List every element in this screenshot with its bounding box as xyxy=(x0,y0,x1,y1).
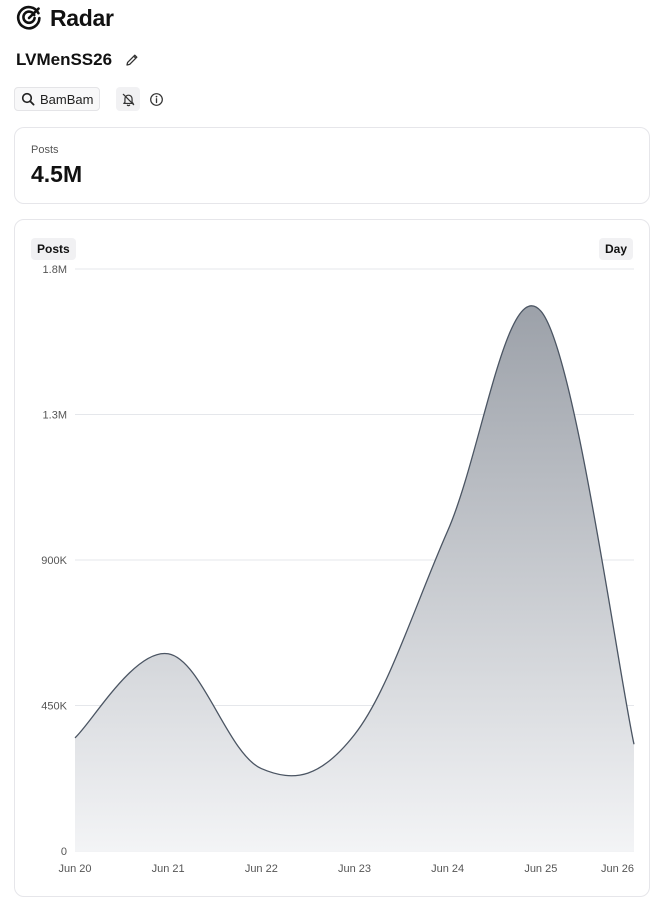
x-tick-label: Jun 26 xyxy=(601,863,634,875)
radar-name: LVMenSS26 xyxy=(16,50,113,69)
y-tick-label: 1.8M xyxy=(43,264,67,276)
chart-card: 0 450K 900K 1.3M 1.8M Jun 20 Jun 21 Jun 22 Jun … xyxy=(14,219,650,897)
period-selector[interactable]: Day xyxy=(598,238,633,260)
x-tick-label: Jun 21 xyxy=(152,863,185,875)
posts-stat-card: Posts 4.5M xyxy=(14,127,650,204)
x-tick-label: Jun 25 xyxy=(524,863,557,875)
y-tick-label: 0 xyxy=(61,846,67,858)
x-tick-label: Jun 23 xyxy=(338,863,371,875)
x-tick-label: Jun 24 xyxy=(431,863,464,875)
edit-pencil-icon[interactable] xyxy=(124,52,140,68)
app-title: Radar xyxy=(50,4,114,31)
search-query: BamBam xyxy=(40,91,94,107)
search-icon xyxy=(21,92,35,106)
y-tick-label: 450K xyxy=(41,701,67,713)
radar-logo-icon xyxy=(16,5,41,30)
stat-label: Posts xyxy=(31,144,59,156)
metric-chip: Posts xyxy=(31,238,76,260)
posts-area-chart: 0 450K 900K 1.3M 1.8M Jun 20 Jun 21 Jun 22 Jun … xyxy=(41,264,635,875)
info-button[interactable] xyxy=(144,87,168,111)
app-header: Radar xyxy=(16,4,114,32)
x-tick-label: Jun 20 xyxy=(58,863,91,875)
bell-off-icon xyxy=(122,93,135,106)
radar-title-row: LVMenSS26 xyxy=(16,48,140,72)
filter-toolbar: BamBam xyxy=(14,87,168,111)
series-area xyxy=(75,305,634,851)
stat-value: 4.5M xyxy=(31,161,83,187)
info-icon xyxy=(150,92,163,106)
y-tick-label: 1.3M xyxy=(43,410,67,422)
search-chip[interactable]: BamBam xyxy=(14,87,101,111)
y-tick-label: 900K xyxy=(41,555,67,567)
series-line xyxy=(74,305,635,777)
mute-notifications-button[interactable] xyxy=(116,87,141,111)
x-tick-label: Jun 22 xyxy=(245,863,278,875)
